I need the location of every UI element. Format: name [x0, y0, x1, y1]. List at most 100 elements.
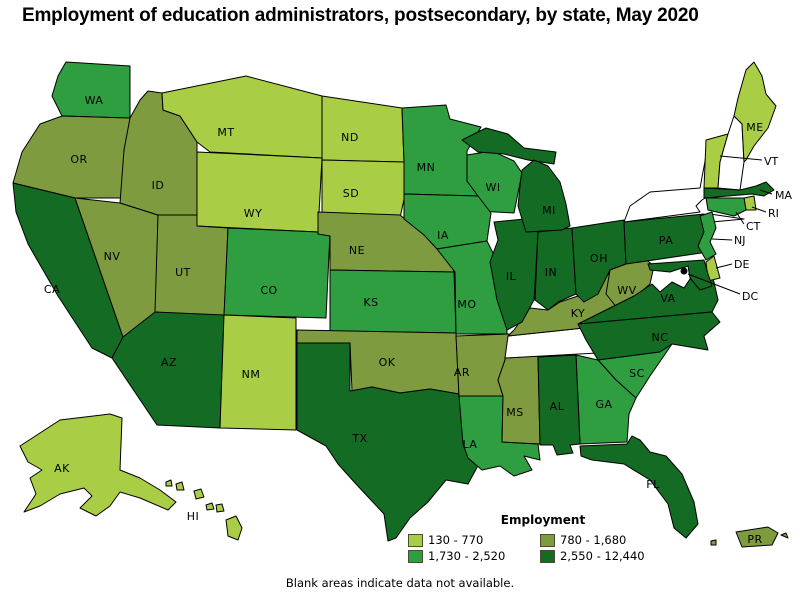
state-HI-maui[interactable]	[215, 503, 225, 513]
state-label-PA: PA	[659, 234, 673, 247]
state-label-ME: ME	[746, 121, 763, 134]
callout-label-RI: RI	[768, 207, 779, 220]
territory-PR[interactable]	[735, 526, 779, 548]
state-label-MN: MN	[417, 161, 436, 174]
state-MI-upper[interactable]	[461, 127, 557, 165]
state-WY[interactable]	[196, 151, 323, 233]
state-label-NE: NE	[349, 244, 365, 257]
state-GA[interactable]	[575, 354, 637, 445]
state-MI[interactable]	[517, 159, 571, 233]
legend-label-2550-12440: 2,550 - 12,440	[560, 549, 645, 563]
state-HI-oahu[interactable]	[193, 488, 205, 500]
state-CT[interactable]	[705, 197, 747, 217]
state-label-MS: MS	[506, 406, 523, 419]
state-NC[interactable]	[577, 311, 721, 361]
legend-swatch-2550-12440	[540, 549, 555, 563]
state-label-SC: SC	[629, 367, 645, 380]
legend-grid: 130 - 770 780 - 1,680 1,730 - 2,520 2,55…	[408, 533, 708, 563]
state-KS[interactable]	[329, 269, 457, 334]
state-VA[interactable]	[577, 263, 719, 325]
state-label-WV: WV	[617, 284, 636, 297]
state-label-AZ: AZ	[161, 356, 177, 369]
state-label-AR: AR	[454, 366, 470, 379]
state-AL[interactable]	[537, 354, 581, 456]
state-label-KY: KY	[571, 307, 586, 320]
legend-label-1730-2520: 1,730 - 2,520	[428, 549, 506, 563]
legend-item-1: 130 - 770	[408, 533, 540, 547]
state-label-KS: KS	[363, 296, 378, 309]
state-MS[interactable]	[497, 355, 541, 445]
callout-line-VT	[719, 155, 763, 161]
state-label-MO: MO	[457, 298, 476, 311]
state-NM[interactable]	[219, 314, 297, 431]
state-label-FL: FL	[646, 478, 660, 491]
state-label-ID: ID	[152, 179, 165, 192]
state-MA[interactable]	[703, 181, 775, 199]
state-WA[interactable]	[51, 61, 131, 119]
state-label-IA: IA	[437, 229, 449, 242]
state-label-HI: HI	[187, 510, 200, 523]
state-HI-molokai[interactable]	[205, 502, 215, 511]
state-label-LA: LA	[463, 438, 478, 451]
legend-swatch-130-770	[408, 533, 423, 547]
state-label-WY: WY	[244, 207, 263, 220]
state-label-OR: OR	[70, 153, 87, 166]
state-label-WA: WA	[85, 94, 104, 107]
state-label-VA: VA	[660, 292, 675, 305]
state-AK[interactable]	[19, 413, 177, 517]
callout-label-NJ: NJ	[734, 234, 745, 247]
state-NY-long-island[interactable]	[709, 213, 745, 223]
state-label-TX: TX	[351, 432, 367, 445]
callout-label-CT: CT	[746, 220, 761, 233]
state-CO[interactable]	[223, 227, 331, 319]
state-HI-niihau[interactable]	[165, 479, 173, 487]
callout-line-RI	[751, 206, 767, 213]
callout-line-DC	[687, 273, 741, 295]
state-HI-kauai[interactable]	[175, 481, 185, 491]
state-label-MT: MT	[217, 126, 234, 139]
state-label-GA: GA	[595, 398, 612, 411]
legend-title: Employment	[500, 513, 586, 527]
callout-label-DE: DE	[734, 258, 749, 271]
legend-swatch-1730-2520	[408, 549, 423, 563]
state-label-AL: AL	[550, 400, 565, 413]
state-WI[interactable]	[466, 150, 523, 214]
dc-dot[interactable]	[680, 267, 688, 275]
callout-label-VT: VT	[764, 155, 779, 168]
state-label-OH: OH	[590, 252, 608, 265]
state-NJ[interactable]	[697, 211, 717, 261]
page-title: Employment of education administrators, …	[22, 5, 699, 26]
state-FL[interactable]	[579, 435, 699, 539]
state-HI-big-island[interactable]	[225, 515, 243, 541]
state-TX[interactable]	[296, 342, 491, 542]
legend-item-2: 780 - 1,680	[540, 533, 708, 547]
legend-item-4: 2,550 - 12,440	[540, 549, 708, 563]
territory-PR-islet-east[interactable]	[780, 532, 789, 539]
state-SD[interactable]	[321, 159, 407, 219]
state-MD[interactable]	[647, 259, 713, 291]
territory-PR-islet-west[interactable]	[710, 539, 717, 546]
state-ME[interactable]	[733, 61, 777, 163]
state-label-CA: CA	[44, 283, 60, 296]
callout-line-DE	[715, 263, 733, 269]
callout-line-MA	[759, 189, 773, 195]
state-label-WI: WI	[485, 181, 500, 194]
callout-label-DC: DC	[742, 290, 758, 303]
state-label-NV: NV	[104, 250, 121, 263]
map-footnote: Blank areas indicate data not available.	[285, 576, 515, 590]
state-label-SD: SD	[343, 187, 359, 200]
state-label-ND: ND	[341, 131, 359, 144]
state-label-MI: MI	[542, 204, 556, 217]
state-label-AK: AK	[54, 462, 70, 475]
state-label-CO: CO	[260, 284, 277, 297]
state-MT[interactable]	[161, 75, 323, 159]
state-label-IN: IN	[545, 266, 557, 279]
state-label-NM: NM	[242, 368, 261, 381]
state-ND[interactable]	[321, 95, 405, 163]
legend-label-780-1680: 780 - 1,680	[560, 533, 627, 547]
callout-line-NJ	[711, 238, 733, 241]
callout-line-CT	[735, 211, 745, 225]
state-UT[interactable]	[154, 214, 229, 319]
